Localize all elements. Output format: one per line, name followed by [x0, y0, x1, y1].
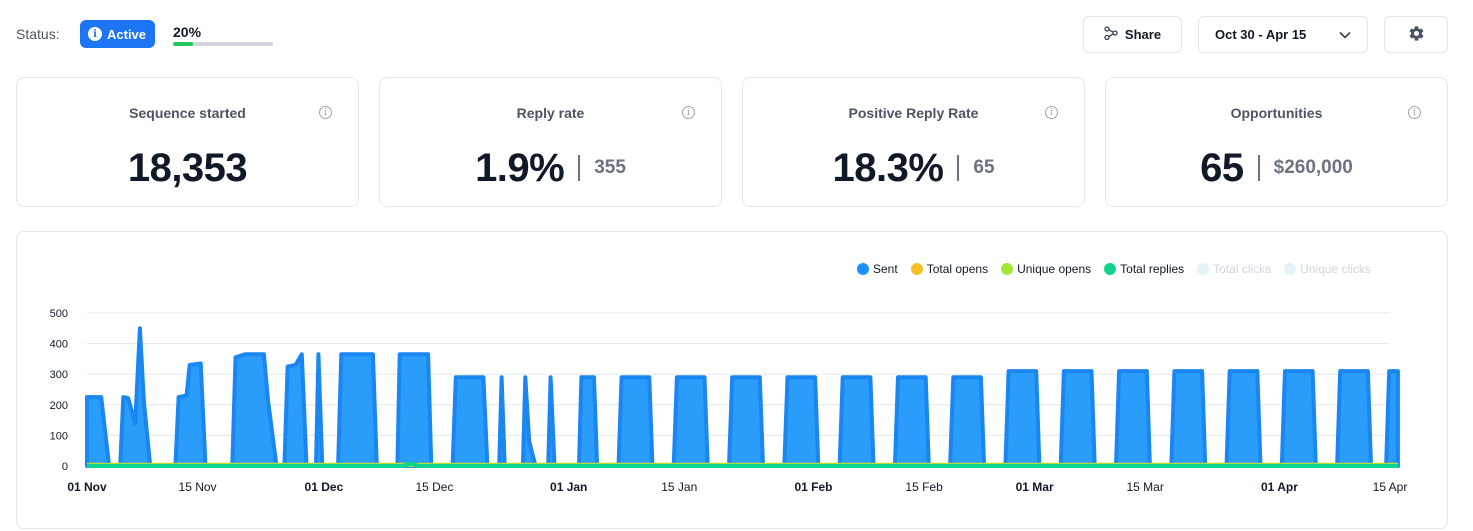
- x-tick-label: 01 Mar: [1016, 480, 1054, 494]
- series-sent-area: [85, 326, 1400, 468]
- card-value: 65: [1200, 146, 1244, 190]
- x-tick-label: 15 Dec: [415, 480, 453, 494]
- card-value-row: 18.3% 65: [743, 148, 1084, 188]
- status-badge-label: Active: [107, 26, 147, 42]
- share-icon: [1104, 26, 1118, 43]
- y-tick-label: 400: [50, 339, 68, 351]
- legend-item[interactable]: Unique clicks: [1284, 262, 1371, 276]
- y-tick-label: 100: [50, 430, 68, 442]
- legend-label: Unique opens: [1017, 262, 1092, 276]
- x-tick-label: 15 Nov: [179, 480, 217, 494]
- info-icon: i: [88, 27, 102, 41]
- settings-button[interactable]: [1384, 16, 1448, 53]
- y-tick-label: 200: [50, 400, 68, 412]
- card-value-row: 65 $260,000: [1106, 148, 1447, 188]
- card-value: 18,353: [127, 146, 248, 190]
- legend-item[interactable]: Total clicks: [1197, 262, 1271, 276]
- legend-dot: [1104, 263, 1117, 275]
- legend-dot: [857, 263, 869, 275]
- y-tick-label: 500: [50, 308, 68, 320]
- x-tick-label: 01 Nov: [67, 480, 107, 494]
- divider: [957, 155, 960, 181]
- legend-dot: [1284, 263, 1297, 275]
- card-value: 1.9%: [475, 146, 565, 190]
- legend-label: Unique clicks: [1300, 262, 1371, 276]
- card-value-row: 18,353: [17, 148, 358, 188]
- card-sub-value: 65: [973, 157, 995, 178]
- x-tick-label: 15 Apr: [1373, 480, 1408, 494]
- share-button-label: Share: [1124, 27, 1162, 42]
- x-tick-label: 01 Feb: [795, 480, 833, 494]
- top-bar: Status: i Active 20% Share Oct 30 - Apr …: [0, 0, 1473, 68]
- card-title: Positive Reply Rate: [848, 105, 979, 121]
- card-title: Reply rate: [516, 105, 585, 121]
- legend-item[interactable]: Sent: [857, 262, 898, 276]
- stat-card-opportunities: Opportunities i 65 $260,000: [1105, 77, 1448, 207]
- card-title: Sequence started: [129, 105, 246, 121]
- progress-percent: 20%: [173, 24, 202, 40]
- card-value-row: 1.9% 355: [380, 148, 721, 188]
- stat-card-reply-rate: Reply rate i 1.9% 355: [379, 77, 722, 207]
- card-sub-value: $260,000: [1273, 157, 1353, 178]
- info-icon[interactable]: i: [1408, 106, 1421, 119]
- card-value: 18.3%: [832, 146, 944, 190]
- x-tick-label: 01 Apr: [1261, 480, 1298, 494]
- legend-item[interactable]: Total replies: [1104, 262, 1184, 276]
- y-tick-label: 0: [62, 461, 68, 473]
- progress-bar: [173, 42, 273, 46]
- info-icon[interactable]: i: [1045, 106, 1058, 119]
- status-badge[interactable]: i Active: [80, 20, 156, 48]
- info-icon[interactable]: i: [319, 106, 332, 119]
- legend-item[interactable]: Total opens: [910, 262, 989, 276]
- stat-card-positive-reply-rate: Positive Reply Rate i 18.3% 65: [742, 77, 1085, 207]
- legend-label: Total opens: [926, 262, 989, 276]
- legend-dot: [910, 263, 923, 275]
- series-line-total-replies: [87, 461, 1398, 468]
- divider: [1257, 155, 1260, 181]
- chevron-down-icon: [1339, 27, 1351, 42]
- legend-label: Sent: [873, 262, 898, 276]
- card-sub-value: 355: [594, 157, 626, 178]
- date-range-select[interactable]: Oct 30 - Apr 15: [1198, 16, 1368, 53]
- status-label: Status:: [16, 26, 60, 42]
- info-icon[interactable]: i: [682, 106, 695, 119]
- x-tick-label: 01 Jan: [550, 480, 587, 494]
- card-title: Opportunities: [1230, 105, 1323, 121]
- legend-label: Total clicks: [1213, 262, 1272, 276]
- legend-dot: [1001, 263, 1014, 275]
- legend-dot: [1197, 263, 1210, 275]
- y-tick-label: 300: [50, 369, 68, 381]
- x-tick-label: 01 Dec: [305, 480, 344, 494]
- gear-icon: [1408, 25, 1425, 45]
- stat-card-sequence-started: Sequence started i 18,353: [16, 77, 359, 207]
- x-tick-label: 15 Feb: [905, 480, 943, 494]
- divider: [578, 155, 581, 181]
- share-button[interactable]: Share: [1083, 16, 1182, 53]
- chart-legend: Sent Total opens Unique opens Total replies…: [857, 262, 1371, 276]
- x-tick-label: 15 Jan: [661, 480, 697, 494]
- legend-item[interactable]: Unique opens: [1001, 262, 1091, 276]
- legend-label: Total replies: [1120, 262, 1185, 276]
- x-tick-label: 15 Mar: [1127, 480, 1164, 494]
- date-range-label: Oct 30 - Apr 15: [1215, 27, 1307, 42]
- progress-bar-fill: [173, 42, 193, 46]
